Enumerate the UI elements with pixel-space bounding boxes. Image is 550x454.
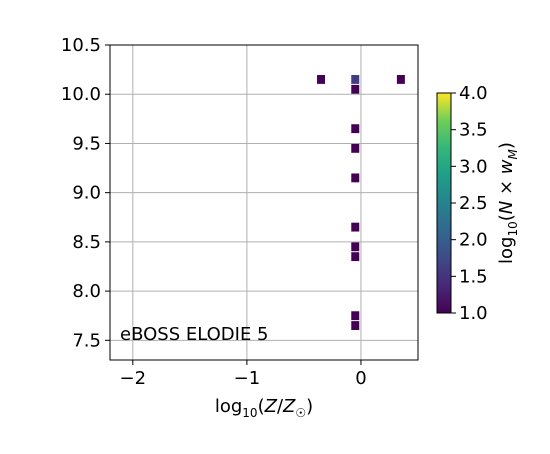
colorbar-tick-label: 2.0 <box>459 230 488 251</box>
colorbar-tick-label: 2.5 <box>459 193 488 214</box>
chart-annotation: eBOSS ELODIE 5 <box>120 324 269 345</box>
heatmap-cell <box>351 252 360 262</box>
heatmap-cell <box>351 321 360 330</box>
y-tick-label: 7.5 <box>72 330 101 351</box>
heatmap-cell <box>317 75 326 84</box>
x-axis-label: log10(Z/Z☉) <box>215 396 313 420</box>
heatmap-cell <box>351 242 360 252</box>
heatmap-cell <box>396 75 405 84</box>
heatmap-cell <box>351 222 360 232</box>
colorbar-tick-label: 4.0 <box>459 83 488 104</box>
y-tick-label: 10.5 <box>61 35 101 56</box>
y-tick-label: 8.0 <box>72 281 101 302</box>
colorbar-label: log10(N × wM) <box>496 142 520 264</box>
colorbar <box>436 92 452 314</box>
x-tick-label: −2 <box>120 368 147 389</box>
heatmap-cell <box>351 75 360 84</box>
heatmap-cell <box>351 173 360 183</box>
y-tick-label: 8.5 <box>72 232 101 253</box>
colorbar-tick-label: 1.0 <box>459 303 488 324</box>
x-axis: −2 −1 0 <box>120 360 367 389</box>
heatmap-cell <box>351 84 360 94</box>
heatmap-cell <box>351 124 360 134</box>
grid-lines <box>110 44 418 360</box>
y-tick-label: 9.5 <box>72 133 101 154</box>
y-tick-label: 10.0 <box>61 84 101 105</box>
x-tick-label: 0 <box>355 368 366 389</box>
heatmap-cell <box>351 143 360 153</box>
plot-frame <box>109 44 419 361</box>
colorbar-tick-label: 3.5 <box>459 120 488 141</box>
x-tick-label: −1 <box>234 368 261 389</box>
colorbar-axis: 1.0 1.5 2.0 2.5 3.0 3.5 4.0 <box>451 83 488 324</box>
colorbar-tick-label: 1.5 <box>459 266 488 287</box>
heatmap-cells <box>317 75 405 330</box>
y-axis: 7.5 8.0 8.5 9.0 9.5 10.0 10.5 <box>61 35 110 351</box>
colorbar-tick-label: 3.0 <box>459 156 488 177</box>
y-tick-label: 9.0 <box>72 183 101 204</box>
heatmap-cell <box>351 311 360 321</box>
